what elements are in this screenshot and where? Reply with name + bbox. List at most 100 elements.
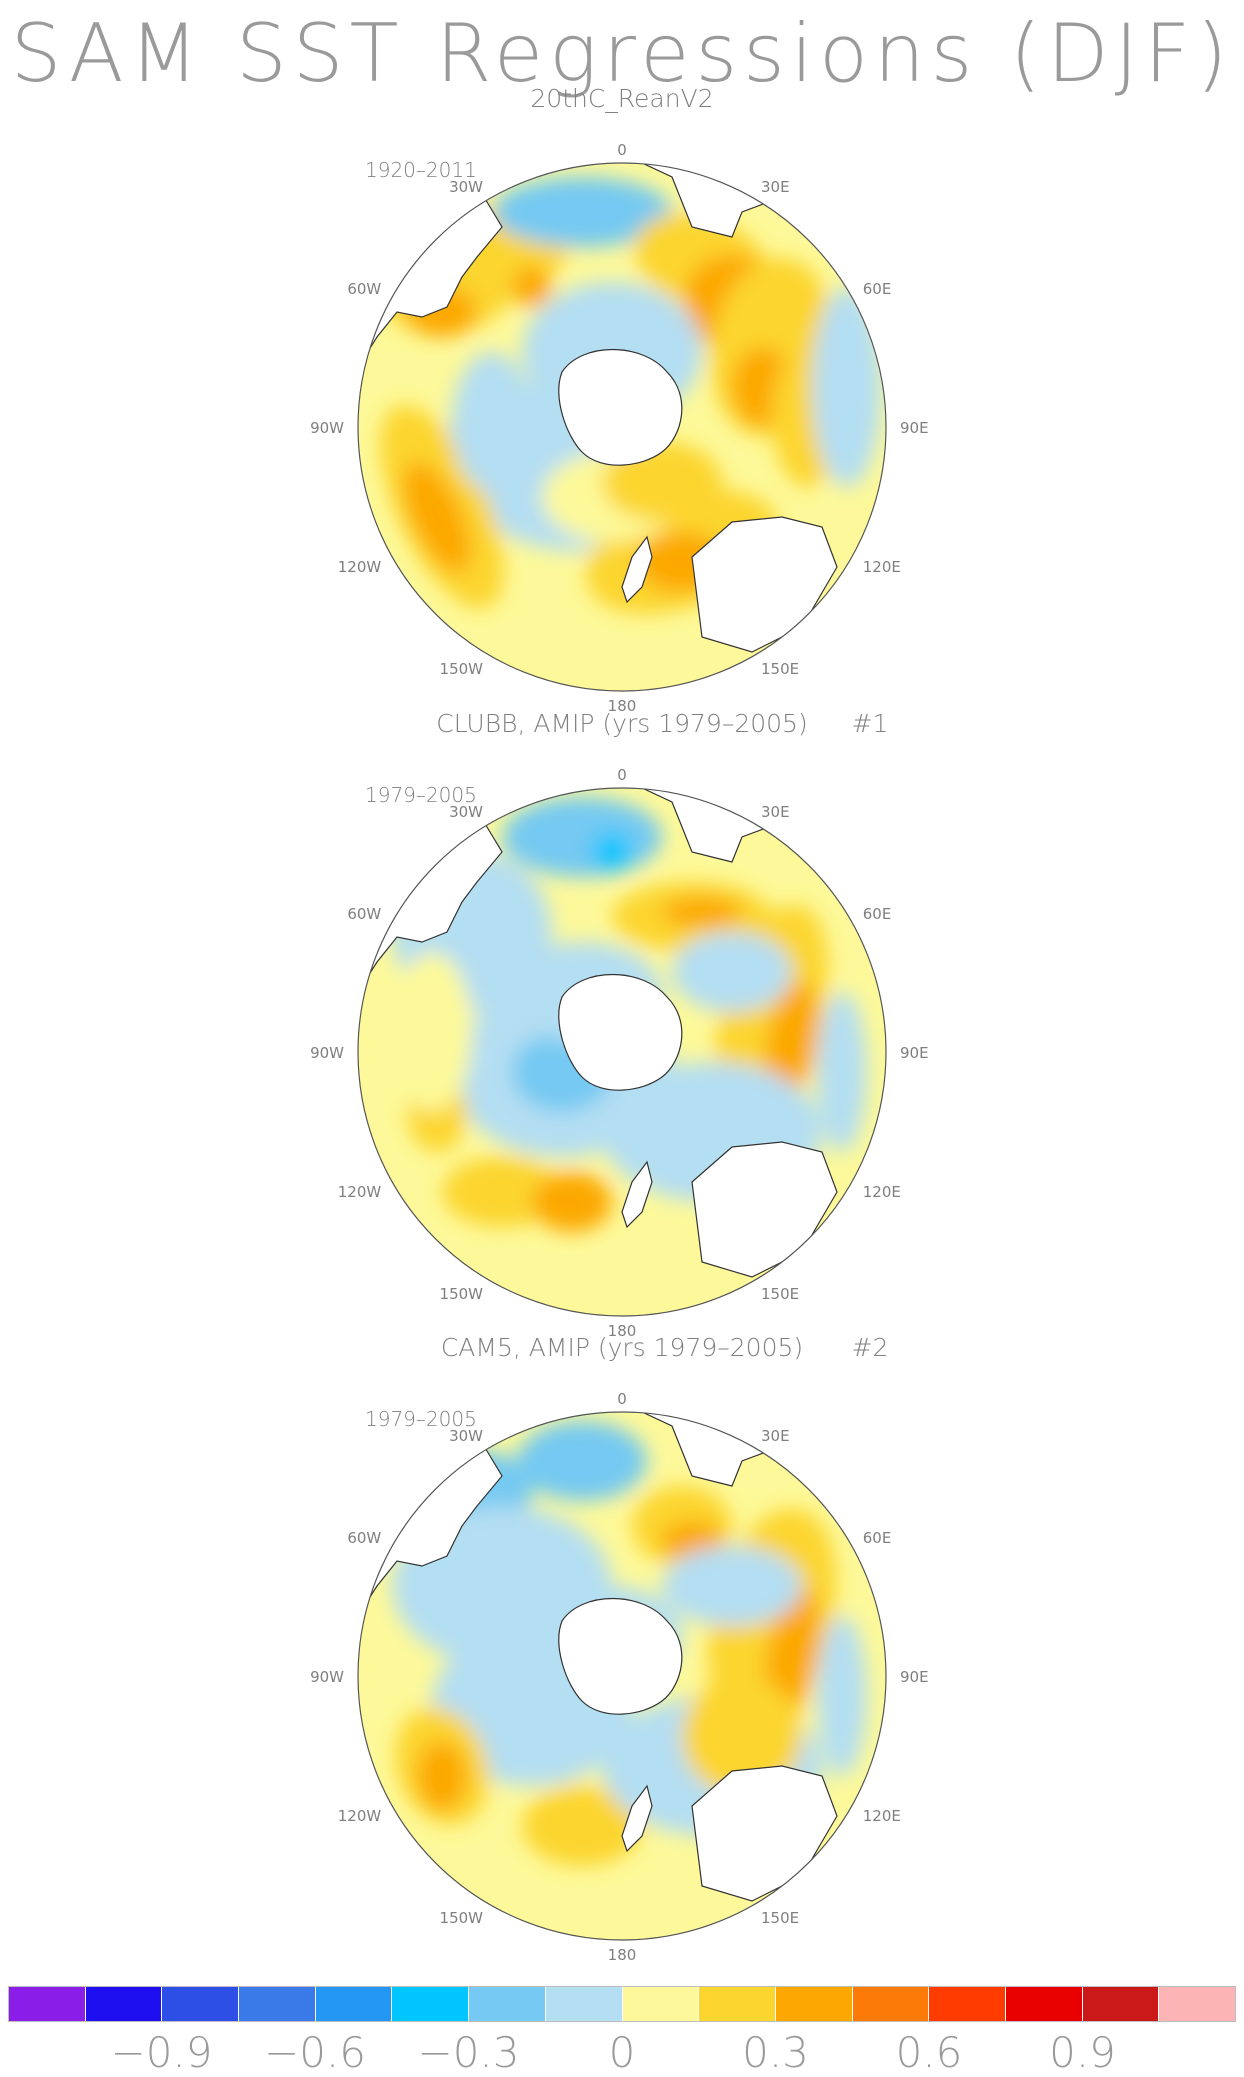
lon-label: 30E (761, 1427, 790, 1445)
landmass-aus (691, 516, 838, 653)
sst-anomalies (392, 1421, 867, 1866)
panel-title: CAM5, AMIP (yrs 1979–2005) (441, 1333, 803, 1362)
lon-label: 120W (338, 1807, 382, 1825)
panel-title: 20thC_ReanV2 (530, 84, 713, 113)
lon-label: 90E (900, 419, 929, 437)
panel-number: #1 (852, 709, 889, 738)
lon-label: 150E (761, 660, 799, 678)
lon-label: 30W (449, 178, 483, 196)
lon-label: 120E (863, 558, 901, 576)
landmass-aus (691, 1765, 838, 1902)
panel-period: 1979–2005 (365, 783, 477, 807)
panel-title: CLUBB, AMIP (yrs 1979–2005) (436, 709, 807, 738)
panel-period: 1979–2005 (365, 1407, 477, 1431)
colorbar-swatch (698, 1987, 775, 2021)
lon-label: 150E (761, 1909, 799, 1927)
landmass-ant (558, 973, 683, 1091)
lon-label: 60W (347, 1529, 381, 1547)
lon-label: 90W (310, 419, 344, 437)
sst-anomaly-region (592, 832, 632, 872)
sst-anomaly-region (812, 287, 882, 487)
colorbar-swatch (238, 1987, 315, 2021)
map-border (357, 1411, 887, 1941)
colorbar-tick-label: −0.9 (110, 2028, 213, 2077)
lon-label: 90W (310, 1044, 344, 1062)
sst-anomaly-region (492, 177, 672, 247)
lon-label: 180 (608, 697, 637, 715)
lon-label: 60W (347, 905, 381, 923)
colorbar-swatch (1081, 1987, 1159, 2021)
landmass-ant (558, 348, 683, 466)
colorbar-swatch (1158, 1987, 1235, 2021)
sst-field (358, 1412, 886, 1940)
lon-label: 60E (863, 905, 892, 923)
main-title: SAM SST Regressions (DJF) (10, 7, 1234, 100)
colorbar-swatch (851, 1987, 929, 2021)
colorbar-swatch (391, 1987, 469, 2021)
lon-label: 0 (617, 1390, 627, 1408)
sst-anomalies (392, 797, 867, 1232)
lon-label: 180 (608, 1322, 637, 1340)
sst-anomaly-region (512, 267, 552, 307)
colorbar (8, 1986, 1236, 2022)
panel-number: #2 (852, 1333, 889, 1362)
lon-label: 60W (347, 280, 381, 298)
lon-label: 120E (863, 1183, 901, 1201)
colorbar-tick-label: 0.6 (895, 2028, 963, 2077)
sst-field (358, 788, 886, 1316)
lon-label: 180 (608, 1946, 637, 1964)
landmass-nz (621, 1784, 653, 1853)
sst-anomaly-region (517, 1421, 647, 1501)
panel-period: 1920–2011 (365, 158, 477, 182)
lon-label: 60E (863, 280, 892, 298)
lon-label: 150W (440, 1909, 484, 1927)
colorbar-tick-label: 0 (608, 2028, 636, 2077)
landmass-nz (621, 535, 653, 604)
lon-label: 150E (761, 1285, 799, 1303)
lon-label: 90W (310, 1668, 344, 1686)
landmass-nz (621, 1160, 653, 1229)
maps-canvas: 20thC_ReanV2 1920–2011 0 30E 60E 90E 120E 150E 1… (310, 84, 929, 1964)
lon-label: 150W (440, 660, 484, 678)
lon-label: 150W (440, 1285, 484, 1303)
lon-label: 30W (449, 803, 483, 821)
sst-anomaly-region (672, 932, 792, 1012)
colorbar-swatch (314, 1987, 392, 2021)
lon-label: 30E (761, 803, 790, 821)
colorbar-swatch (544, 1987, 622, 2021)
sst-anomaly-region (452, 352, 532, 492)
sst-anomaly-region (682, 1676, 802, 1796)
lon-label: 30E (761, 178, 790, 196)
lon-label: 120E (863, 1807, 901, 1825)
colorbar-swatch (9, 1987, 85, 2021)
colorbar-swatch (1004, 1987, 1082, 2021)
map-border (357, 162, 887, 692)
colorbar-swatch (621, 1987, 699, 2021)
colorbar-swatch (161, 1987, 239, 2021)
sst-anomaly-region (442, 1157, 562, 1227)
sst-anomaly-region (392, 952, 472, 1112)
sst-anomaly-region (765, 982, 819, 1102)
colorbar-tick-label: −0.6 (264, 2028, 366, 2077)
map-border (357, 787, 887, 1317)
lon-label: 30W (449, 1427, 483, 1445)
lon-label: 90E (900, 1044, 929, 1062)
sst-anomaly-region (817, 992, 867, 1152)
lon-label: 120W (338, 1183, 382, 1201)
colorbar-swatch (468, 1987, 545, 2021)
sst-anomaly-region (417, 1741, 467, 1811)
lon-label: 0 (617, 141, 627, 159)
landmass-aus (691, 1141, 838, 1278)
lon-label: 90E (900, 1668, 929, 1686)
lon-label: 60E (863, 1529, 892, 1547)
colorbar-tick-label: 0.3 (742, 2028, 809, 2077)
sst-anomaly-region (817, 1616, 867, 1776)
sst-anomaly-region (522, 1786, 642, 1866)
colorbar-swatch (84, 1987, 162, 2021)
sst-field (358, 163, 886, 691)
sst-anomaly-region (662, 1546, 802, 1626)
polar-map-panel: CLUBB, AMIP (yrs 1979–2005) #1 1979–2005 0 3… (310, 709, 929, 1340)
landmass-ant (558, 1597, 683, 1715)
polar-map-panel: CAM5, AMIP (yrs 1979–2005) #2 1979–2005 0 30… (310, 1333, 929, 1964)
colorbar-tick-label: 0.9 (1049, 2028, 1116, 2077)
